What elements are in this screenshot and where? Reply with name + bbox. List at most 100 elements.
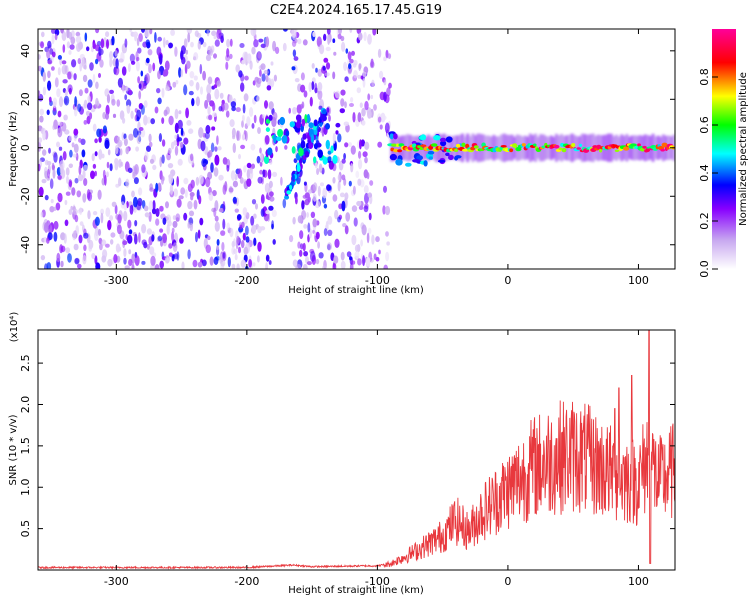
noise-blob [311,81,315,91]
noise-blob [186,29,193,34]
noise-blob [328,185,332,191]
noise-blob [46,109,50,116]
noise-blob [50,198,54,204]
noise-blob [358,32,363,41]
band-blob [614,149,620,152]
noise-blob [47,70,51,79]
noise-blob [99,243,103,251]
noise-blob [94,230,99,241]
noise-blob [130,110,134,120]
noise-blob [85,110,91,117]
noise-blob [306,212,309,218]
noise-blob [40,211,44,218]
cluster-blob [295,114,302,122]
noise-blob [60,29,64,34]
noise-blob [178,67,182,78]
noise-blob [323,57,329,63]
noise-blob [250,215,255,226]
noise-blob [107,258,113,267]
noise-blob [57,55,63,60]
band-blob [391,143,398,147]
noise-blob [362,77,366,88]
noise-blob [41,178,47,184]
noise-blob [87,192,93,202]
noise-blob [78,174,84,182]
noise-blob [68,163,74,169]
noise-blob [337,33,342,40]
noise-blob [128,249,132,255]
noise-blob [166,223,170,235]
noise-blob [197,261,203,268]
spec-y-tick-label: 0 [19,144,32,151]
noise-blob [176,198,182,208]
cluster-blob [321,115,327,122]
noise-blob [105,31,110,38]
colorbar: 0.0 0.2 0.4 0.6 0.8 Normalized spectral ampl… [698,29,749,278]
noise-blob [72,153,78,158]
streak-blob [291,173,295,182]
noise-blob [48,147,51,154]
noise-blob [205,54,212,62]
noise-blob [73,106,78,117]
noise-blob [152,164,157,171]
noise-blob [187,221,190,229]
noise-blob [49,178,54,189]
noise-blob [271,223,274,230]
noise-blob [65,167,70,176]
noise-blob [337,180,341,192]
noise-blob [38,186,44,197]
noise-blob [54,77,59,88]
noise-blob [73,143,79,153]
noise-blob [361,224,367,236]
cluster-blob [313,143,318,150]
noise-blob [350,145,356,155]
noise-blob [254,76,259,83]
noise-blob [140,29,146,33]
noise-blob [383,91,387,102]
noise-blob [158,53,163,65]
noise-blob [319,44,325,55]
noise-blob [357,112,362,123]
noise-blob [92,42,97,49]
noise-blob [79,61,82,72]
noise-blob [327,35,330,45]
noise-blob [94,138,98,144]
noise-blob [314,162,318,169]
noise-blob [243,165,247,173]
noise-blob [165,201,169,209]
noise-blob [109,57,113,68]
noise-blob [353,70,358,79]
noise-blob [324,72,330,77]
noise-blob [246,116,251,127]
noise-blob [114,204,118,215]
noise-blob [226,48,230,58]
noise-blob [334,90,341,99]
noise-blob [207,76,213,85]
band-blob [393,148,399,153]
noise-blob [375,236,380,243]
noise-blob [244,75,249,81]
noise-blob [39,108,44,116]
noise-blob [161,139,166,147]
noise-blob [222,201,226,212]
noise-blob [218,106,223,112]
noise-blob [236,263,240,269]
noise-blob [87,102,93,111]
noise-blob [307,189,313,194]
noise-blob [53,220,59,230]
noise-blob [111,35,115,46]
noise-blob [100,212,104,224]
noise-blob [256,95,260,102]
noise-blob [150,255,156,266]
noise-blob [307,222,311,233]
cluster-blob [335,122,341,128]
noise-blob [148,63,152,74]
noise-blob [292,259,298,268]
noise-blob [316,36,322,47]
noise-blob [334,209,339,220]
noise-blob [204,99,209,109]
cluster-blob [306,113,311,124]
noise-blob [83,178,88,186]
spectrogram-noise [38,29,392,269]
noise-blob [275,146,278,153]
